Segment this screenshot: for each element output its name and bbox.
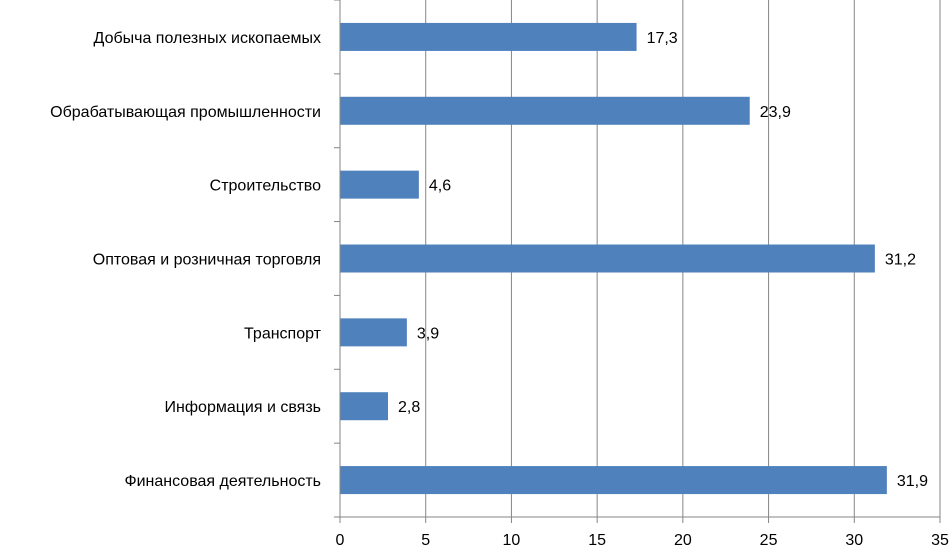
bar-3 [340, 244, 875, 273]
x-tick-labels: 0 5 10 15 20 25 30 35 [336, 532, 949, 549]
data-label-0: 17,3 [647, 30, 678, 47]
x-tick-label-20: 20 [674, 532, 692, 549]
bar-4 [340, 318, 407, 347]
data-label-1: 23,9 [760, 104, 791, 121]
category-label-3: Оптовая и розничная торговля [93, 252, 321, 269]
category-labels: Добыча полезных ископаемых Обрабатывающая… [50, 30, 322, 490]
bars [340, 22, 887, 495]
data-label-3: 31,2 [885, 252, 916, 269]
category-label-0: Добыча полезных ископаемых [94, 30, 321, 47]
bar-5 [340, 392, 388, 421]
data-label-2: 4,6 [429, 178, 451, 195]
category-label-1: Обрабатывающая промышленности [50, 104, 321, 121]
x-tick-label-5: 5 [421, 532, 430, 549]
bar-0 [340, 22, 637, 51]
data-labels: 17,3 23,9 4,6 31,2 3,9 2,8 31,9 [398, 30, 928, 490]
x-tick-label-15: 15 [588, 532, 606, 549]
bar-2 [340, 170, 419, 199]
data-label-4: 3,9 [417, 325, 439, 342]
category-label-4: Транспорт [244, 325, 322, 342]
x-tick-label-25: 25 [760, 532, 778, 549]
x-tick-label-0: 0 [336, 532, 345, 549]
data-label-5: 2,8 [398, 399, 420, 416]
category-label-6: Финансовая деятельность [124, 473, 321, 490]
category-label-2: Строительство [210, 178, 321, 195]
x-tick-label-30: 30 [845, 532, 863, 549]
bar-1 [340, 96, 750, 125]
bar-6 [340, 466, 887, 495]
category-label-5: Информация и связь [165, 399, 321, 416]
x-tick-label-35: 35 [931, 532, 949, 549]
x-tick-label-10: 10 [503, 532, 521, 549]
data-label-6: 31,9 [897, 473, 928, 490]
axes [334, 0, 941, 523]
